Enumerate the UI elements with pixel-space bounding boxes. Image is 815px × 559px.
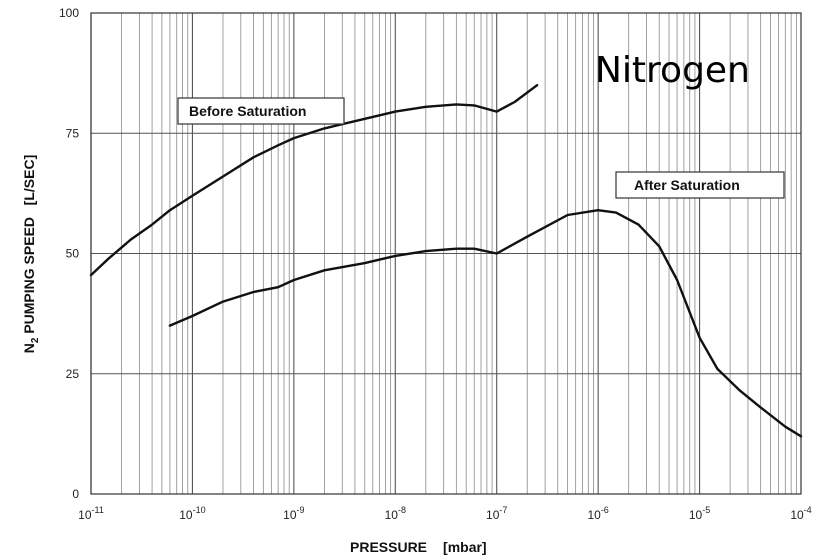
x-tick-exponent: -7 bbox=[499, 505, 507, 515]
chart-title: Nitrogen bbox=[595, 50, 750, 91]
x-tick-label: 10-8 bbox=[385, 505, 406, 522]
legend-after-saturation-label: After Saturation bbox=[634, 177, 740, 193]
x-tick-label: 10-5 bbox=[689, 505, 710, 522]
x-tick-label: 10-6 bbox=[587, 505, 608, 522]
x-axis-title-main: PRESSURE bbox=[350, 539, 427, 555]
x-tick-exponent: -10 bbox=[193, 505, 206, 515]
y-axis-title-subscript: 2 bbox=[30, 337, 41, 343]
x-tick-label: 10-10 bbox=[179, 505, 205, 522]
series-lines bbox=[89, 83, 803, 438]
legend-before-saturation: Before Saturation bbox=[177, 97, 345, 125]
x-tick-exponent: -8 bbox=[398, 505, 406, 515]
y-axis-title: N2 PUMPING SPEED [L/SEC] bbox=[21, 155, 41, 354]
x-tick-base: 10 bbox=[385, 508, 399, 522]
legend-after-saturation-box bbox=[615, 171, 785, 199]
x-tick-base: 10 bbox=[587, 508, 601, 522]
x-axis-title-unit: [mbar] bbox=[443, 539, 487, 555]
y-tick-label: 25 bbox=[66, 367, 80, 381]
x-tick-exponent: -9 bbox=[297, 505, 305, 515]
x-tick-base: 10 bbox=[283, 508, 297, 522]
plot-frame bbox=[90, 12, 802, 495]
series-line-after-saturation bbox=[168, 208, 803, 438]
x-tick-exponent: -4 bbox=[804, 505, 812, 515]
y-axis-title-prefix: N bbox=[21, 343, 37, 353]
legend-before-saturation-box bbox=[177, 97, 345, 125]
x-tick-label: 10-9 bbox=[283, 505, 304, 522]
x-tick-exponent: -11 bbox=[92, 505, 104, 515]
grid bbox=[90, 13, 801, 494]
x-tick-labels: 10-11 10-10 10-9 10-8 10-7 10-6 10-5 10-4 bbox=[78, 505, 812, 522]
y-axis-title-rest: PUMPING SPEED [L/SEC] bbox=[21, 155, 37, 338]
x-axis-title: PRESSURE [mbar] bbox=[350, 539, 487, 555]
x-tick-base: 10 bbox=[78, 508, 92, 522]
x-tick-label: 10-11 bbox=[78, 505, 104, 522]
x-tick-exponent: -5 bbox=[702, 505, 710, 515]
x-tick-label: 10-4 bbox=[790, 505, 811, 522]
y-tick-label: 50 bbox=[66, 247, 80, 261]
x-tick-base: 10 bbox=[486, 508, 500, 522]
series-line-before-saturation bbox=[89, 83, 539, 277]
y-tick-label: 0 bbox=[72, 487, 79, 501]
y-tick-label: 100 bbox=[59, 6, 79, 20]
x-tick-exponent: -6 bbox=[601, 505, 609, 515]
x-tick-label: 10-7 bbox=[486, 505, 507, 522]
y-tick-label: 75 bbox=[66, 126, 80, 140]
legend-before-saturation-label: Before Saturation bbox=[189, 103, 306, 119]
x-tick-base: 10 bbox=[790, 508, 804, 522]
x-tick-base: 10 bbox=[179, 508, 193, 522]
y-tick-labels: 0 25 50 75 100 bbox=[59, 6, 79, 501]
x-tick-base: 10 bbox=[689, 508, 703, 522]
legend-after-saturation: After Saturation bbox=[615, 171, 785, 199]
